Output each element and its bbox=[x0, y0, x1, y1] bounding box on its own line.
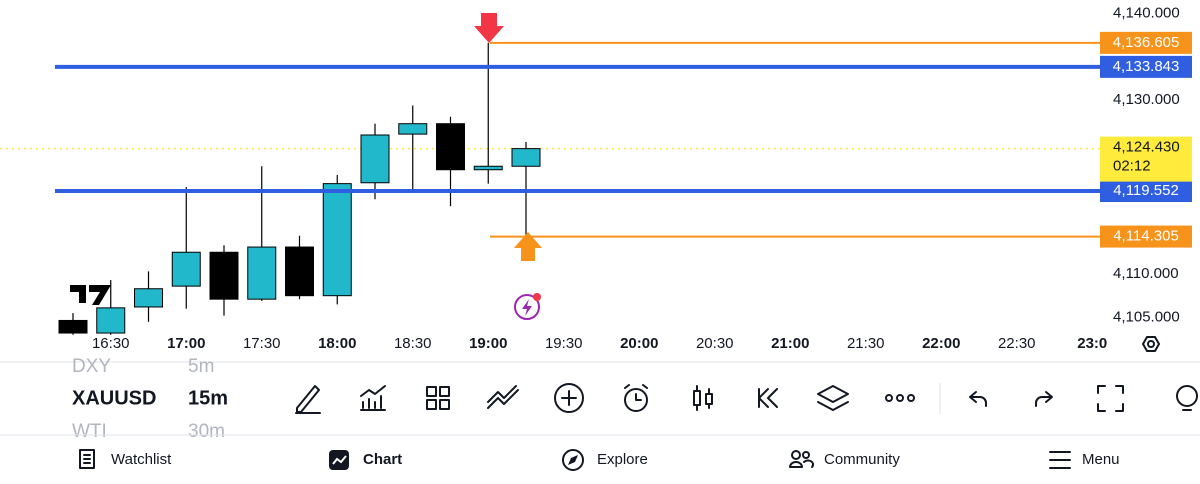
redo bbox=[1035, 391, 1053, 407]
x-tick-label: 17:00 bbox=[167, 335, 205, 352]
nav-label[interactable]: Explore bbox=[597, 451, 648, 468]
x-tick-label: 18:30 bbox=[394, 335, 432, 352]
nav-menu[interactable]: Menu bbox=[1049, 451, 1120, 469]
symbol-faded: DXY bbox=[72, 356, 111, 377]
y-tick-label: 4,130.000 bbox=[1113, 91, 1180, 108]
x-tick-label: 21:00 bbox=[771, 335, 809, 352]
y-tick-label: 4,105.000 bbox=[1113, 308, 1180, 325]
candle-body bbox=[436, 123, 465, 171]
level-label: 4,133.843 bbox=[1113, 58, 1180, 75]
candle-body bbox=[58, 319, 88, 334]
add-tool[interactable] bbox=[554, 383, 584, 413]
x-tick-label: 21:30 bbox=[847, 335, 885, 352]
flash-icon[interactable] bbox=[514, 293, 541, 320]
alert-tool[interactable] bbox=[624, 384, 648, 412]
x-tick-label: 17:30 bbox=[243, 335, 281, 352]
x-tick-label: 23:0 bbox=[1077, 335, 1107, 352]
interval-faded: 30m bbox=[188, 421, 225, 442]
layout-tool[interactable] bbox=[426, 386, 450, 410]
candle-body bbox=[209, 251, 239, 300]
candle-body bbox=[247, 246, 277, 300]
nav-label[interactable]: Watchlist bbox=[111, 451, 172, 468]
x-tick-label: 22:00 bbox=[922, 335, 960, 352]
level-label-box bbox=[1100, 225, 1192, 248]
countdown: 02:12 bbox=[1113, 158, 1151, 175]
nav-watchlist[interactable]: Watchlist bbox=[79, 449, 172, 469]
candle-body bbox=[171, 251, 201, 287]
sell-arrow bbox=[474, 13, 504, 43]
chart: 4,140.000 4,130.000 4,110.000 4,105.000 16:3… bbox=[0, 4, 1192, 352]
buy-arrow bbox=[514, 232, 542, 261]
candle-body bbox=[96, 307, 126, 334]
ideas[interactable] bbox=[1176, 385, 1198, 411]
level-label: 4,114.305 bbox=[1113, 228, 1179, 245]
level-label-box bbox=[1100, 31, 1192, 54]
x-tick-label: 22:30 bbox=[998, 335, 1036, 352]
candle-body bbox=[511, 148, 541, 167]
layers-tool[interactable] bbox=[817, 385, 849, 411]
candle-body bbox=[360, 134, 390, 184]
fullscreen[interactable] bbox=[1097, 385, 1124, 412]
current-price-label: 4,124.430 bbox=[1113, 139, 1180, 156]
symbol[interactable]: XAUUSD bbox=[72, 387, 156, 409]
logo bbox=[70, 285, 111, 305]
replay-tool[interactable] bbox=[758, 388, 778, 408]
x-tick-label: 20:00 bbox=[620, 335, 658, 352]
level-label: 4,136.605 bbox=[1113, 34, 1180, 51]
interval-faded: 5m bbox=[188, 356, 214, 377]
level-label-box bbox=[1100, 179, 1192, 202]
x-tick-label: 19:30 bbox=[545, 335, 583, 352]
candle-body bbox=[134, 288, 163, 308]
undo[interactable] bbox=[969, 391, 987, 407]
level-label-box bbox=[1100, 55, 1192, 78]
draw-tool[interactable] bbox=[295, 385, 321, 414]
candle-body bbox=[285, 246, 314, 297]
x-tick-label: 18:00 bbox=[318, 335, 356, 352]
candle-body bbox=[322, 183, 352, 297]
settings-icon[interactable] bbox=[1142, 336, 1160, 352]
nav-chart[interactable]: Chart bbox=[329, 450, 402, 470]
x-tick-label: 19:00 bbox=[469, 335, 507, 352]
nav-label[interactable]: Menu bbox=[1082, 451, 1120, 468]
nav-community[interactable]: Community bbox=[789, 450, 900, 468]
nav-label[interactable]: Chart bbox=[363, 451, 402, 468]
indicators-tool[interactable] bbox=[360, 385, 386, 411]
nav-label[interactable]: Community bbox=[824, 451, 900, 468]
more-tool[interactable] bbox=[885, 394, 915, 402]
interval[interactable]: 15m bbox=[188, 387, 228, 409]
y-tick-label: 4,110.000 bbox=[1113, 265, 1179, 282]
compare-tool[interactable] bbox=[487, 385, 519, 409]
level-label: 4,119.552 bbox=[1113, 182, 1179, 199]
y-tick-label: 4,140.000 bbox=[1113, 4, 1180, 21]
x-tick-label: 16:30 bbox=[92, 335, 130, 352]
candles-tool[interactable] bbox=[693, 385, 713, 411]
x-tick-label: 20:30 bbox=[696, 335, 734, 352]
candle-body bbox=[473, 165, 503, 171]
symbol-faded: WTI bbox=[72, 421, 107, 442]
nav-explore[interactable]: Explore bbox=[562, 449, 648, 471]
current-price-box bbox=[1100, 136, 1192, 182]
candle-body bbox=[398, 123, 428, 135]
